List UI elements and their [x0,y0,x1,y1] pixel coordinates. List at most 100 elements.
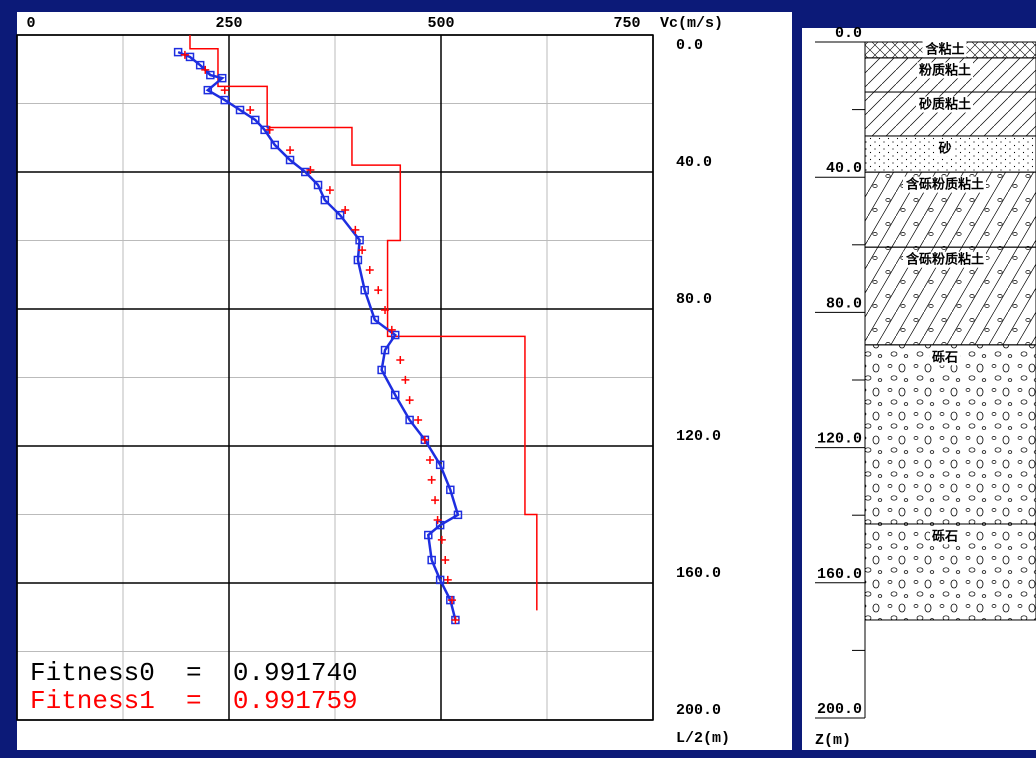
y-tick-label: 40.0 [676,154,712,171]
square-marker [390,390,400,400]
x-tick-label: 0 [26,15,35,32]
plus-marker [414,415,423,424]
square-marker [235,105,245,115]
series-line [189,35,538,611]
plus-marker [437,535,446,544]
layer-label-bg [922,41,967,58]
plus-marker [286,146,295,155]
plus-marker [401,375,410,384]
x-tick-label: 750 [613,15,640,32]
layer-label-bg [915,96,974,113]
square-marker [435,460,445,470]
layer-label: 含砾粉质粘土 [905,252,984,268]
square-marker [377,365,386,375]
layer-label-bg [916,62,974,79]
y-axis-label: Z(m) [815,732,851,749]
velocity-chart: 0 250 500 750 Vc(m/s) 0.0 40.0 80.0 120.0 160.0 20… [16,15,730,747]
square-marker [370,315,380,325]
layer-label: 砂质粘土 [918,97,971,113]
layer-label-bg [902,251,987,268]
plus-marker [420,435,429,444]
square-marker [353,255,363,265]
square-marker [301,167,310,177]
strata-column: 含粘土粉质粘土砂质粘土砂含砾粉质粘土含砾粉质粘土砾石砾石0.040.080.01… [815,25,1036,749]
square-marker [435,520,445,530]
y-tick-label: 160.0 [817,566,862,583]
x-tick-label: 250 [215,15,242,32]
plus-marker [220,86,229,95]
annotation: Fitness1 = 0.991759 [30,686,358,716]
layer-label: 砾石 [932,528,958,544]
square-marker [424,530,433,540]
plus-marker [387,325,396,334]
series-line [177,50,460,621]
plus-marker [201,65,210,74]
layer-label-bg [929,349,961,366]
y-axis-label: L/2(m) [676,730,730,747]
plus-marker [431,496,440,505]
layer-label: 含粘土 [924,41,964,57]
square-marker [427,555,436,565]
square-marker [320,195,330,205]
y-tick-label: 0.0 [676,37,703,54]
y-tick-label: 200.0 [817,701,862,718]
y-tick-label: 120.0 [817,431,862,448]
layer-label: 砾石 [932,349,958,365]
plus-marker [396,356,405,365]
square-marker [355,235,364,245]
plus-marker [246,106,255,115]
plus-marker [451,615,460,624]
square-marker [173,47,183,57]
square-marker [313,180,323,190]
y-tick-label: 160.0 [676,565,721,582]
left-panel [17,12,792,750]
layer-label-bg [935,140,954,157]
square-marker [380,345,390,355]
plus-marker [381,306,390,315]
plus-marker [443,575,452,584]
square-marker [217,73,227,83]
plot-frame [16,34,654,721]
square-marker [270,140,280,150]
x-tick-label: 500 [427,15,454,32]
square-marker [435,575,445,585]
square-marker [195,60,205,70]
plus-marker [306,165,315,174]
y-tick-label: 80.0 [676,291,712,308]
plus-marker [433,515,442,524]
square-marker [453,510,463,520]
plus-marker [180,50,189,59]
plus-marker [341,206,350,215]
square-marker [360,285,369,295]
plus-marker [351,225,360,234]
stratum [864,344,1036,525]
layer-label: 粉质粘土 [919,62,971,78]
plus-marker [405,396,414,405]
plus-marker [448,596,457,605]
layer-label-bg [902,176,987,193]
plus-marker [365,265,374,274]
layer-label-bg [929,528,961,545]
plus-marker [427,475,436,484]
layer-label: 砂 [937,140,951,156]
square-marker [285,155,295,165]
square-marker [405,415,414,425]
square-marker [220,95,230,105]
square-marker [446,485,455,495]
plus-marker [374,286,383,295]
plus-marker [325,186,334,195]
plus-marker [265,125,274,134]
y-tick-label: 120.0 [676,428,721,445]
y-tick-label: 80.0 [826,295,862,312]
square-marker [335,210,345,220]
square-marker [390,330,400,340]
square-marker [206,70,215,80]
square-marker [251,115,260,125]
plus-marker [425,456,434,465]
layer-label: 含砾粉质粘土 [905,177,984,193]
y-tick-label: 40.0 [826,160,862,177]
y-tick-label: 0.0 [835,25,862,42]
x-axis-label: Vc(m/s) [660,15,723,32]
